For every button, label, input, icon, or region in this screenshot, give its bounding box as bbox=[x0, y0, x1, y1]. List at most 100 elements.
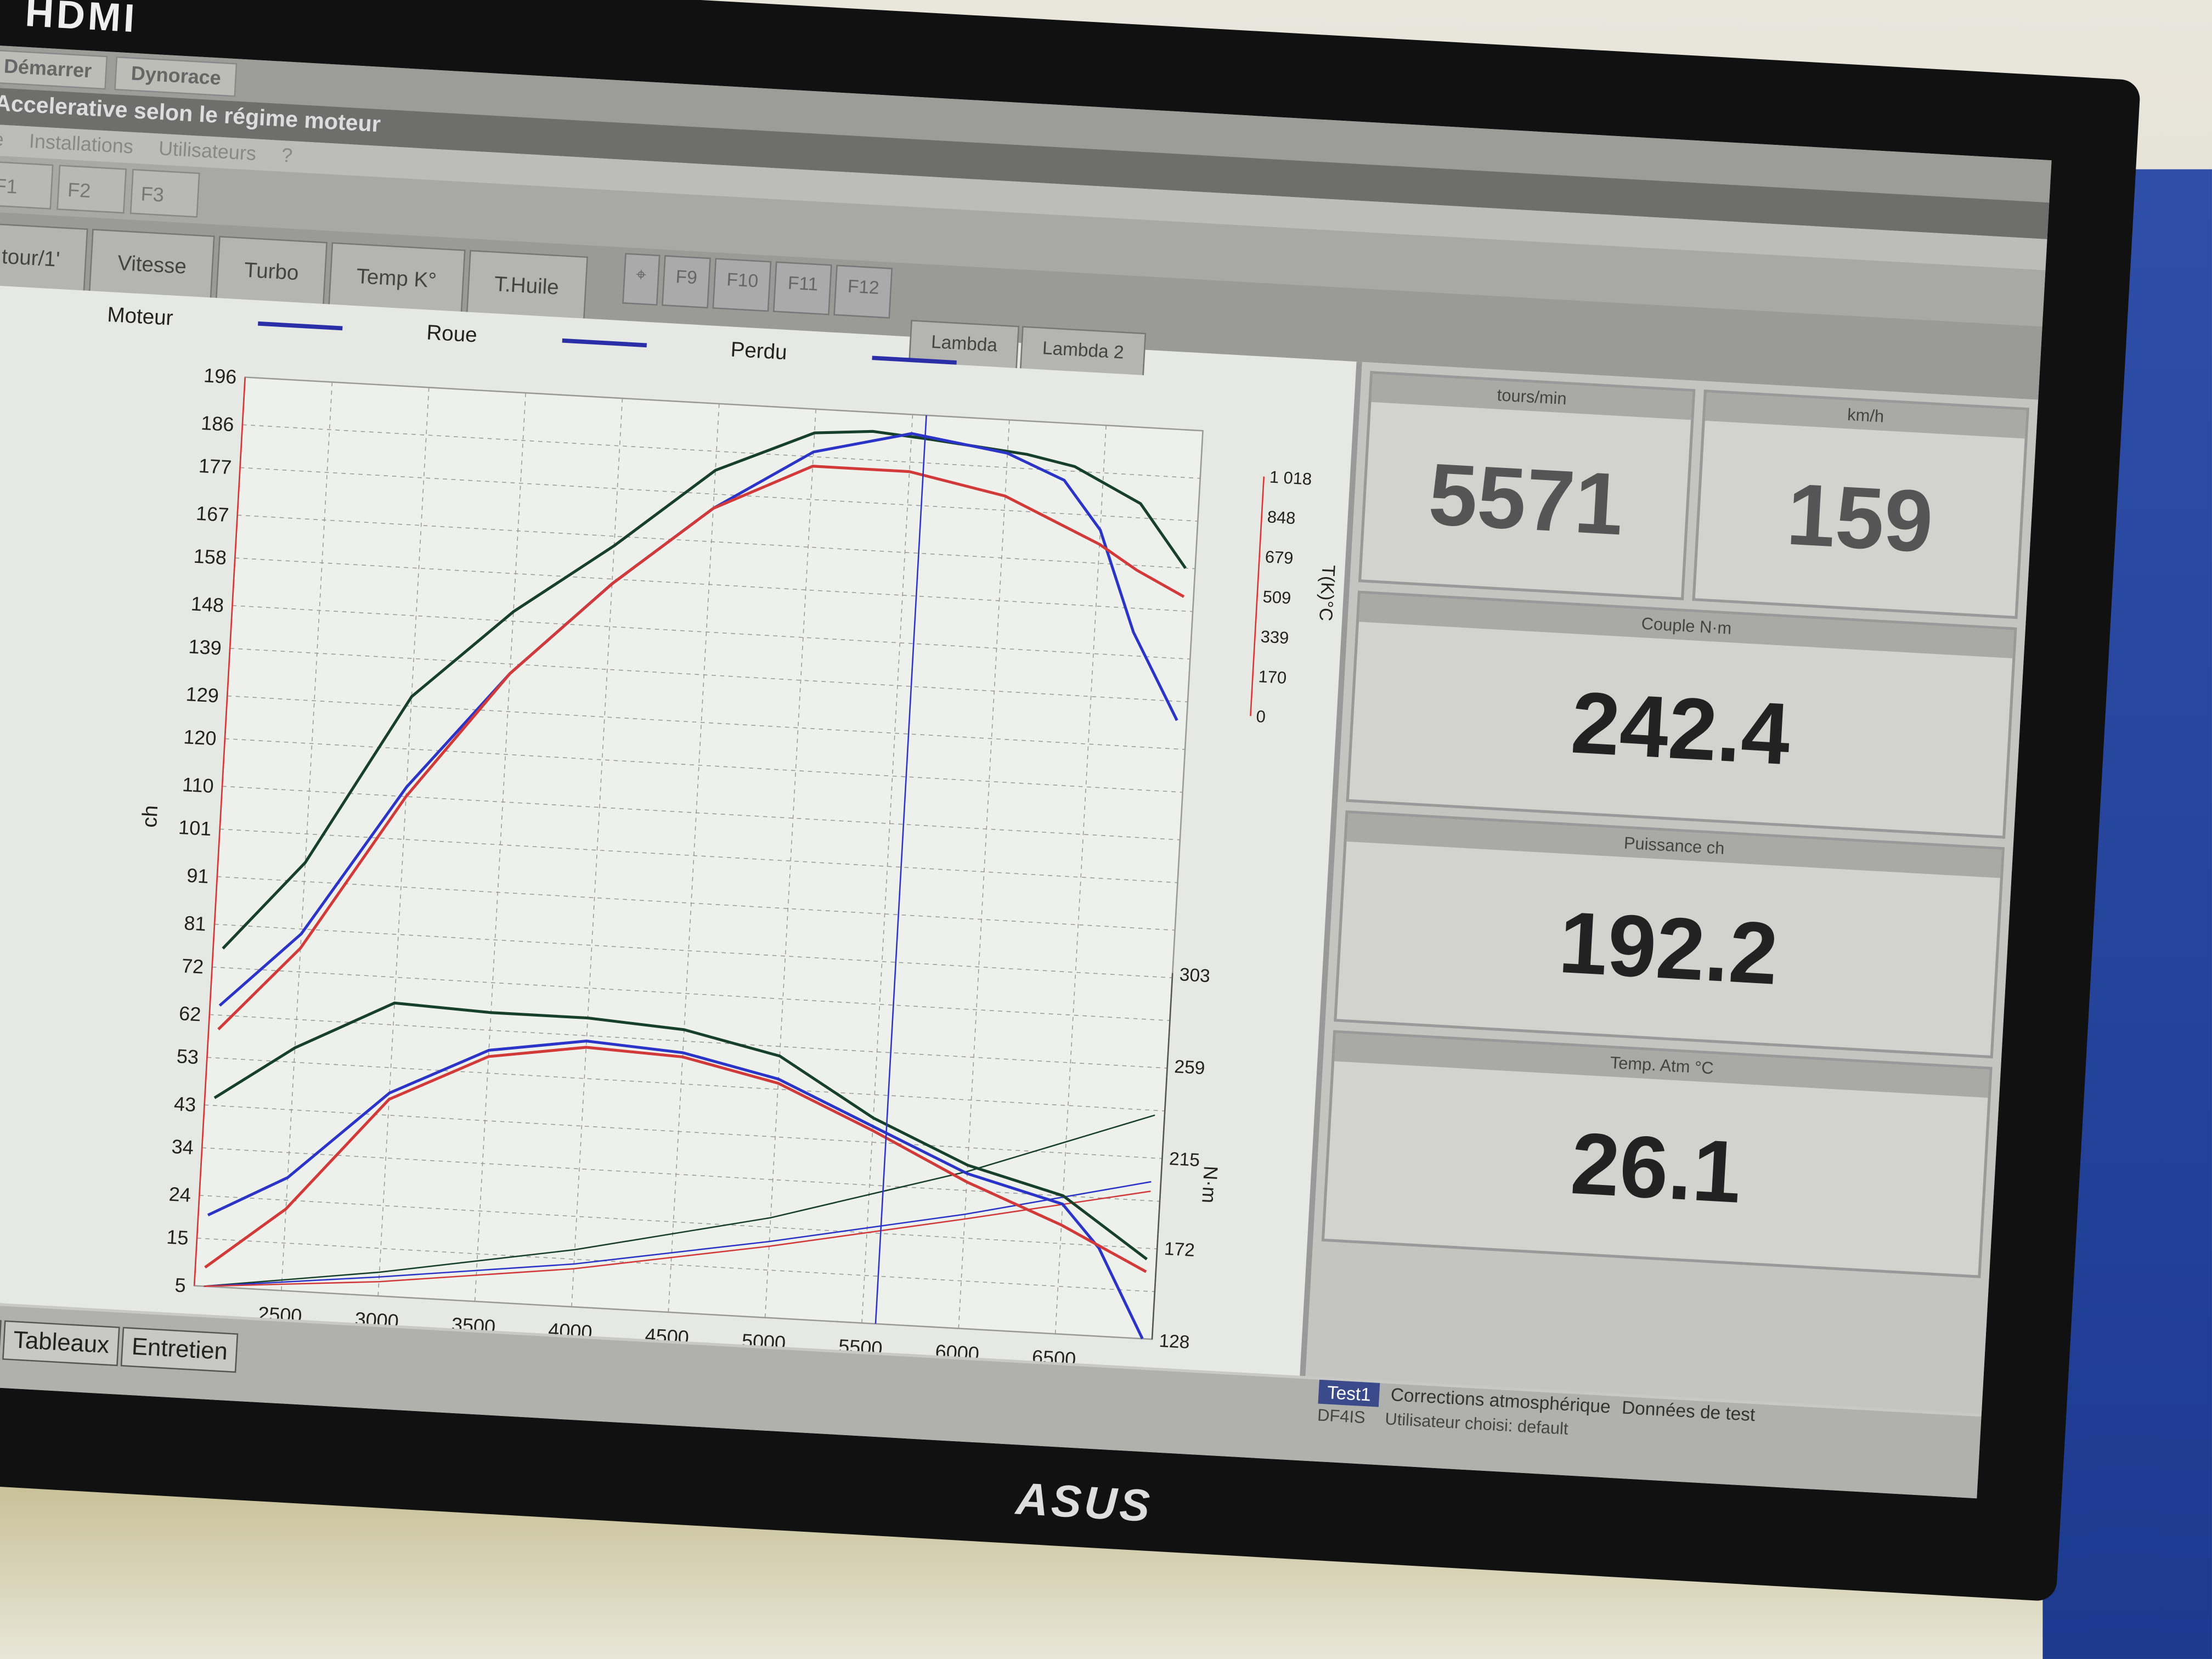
y-tick-label: 34 bbox=[171, 1135, 194, 1159]
y-tick-label: 110 bbox=[182, 773, 215, 797]
tab-tour[interactable]: tour/1' bbox=[0, 222, 89, 291]
y2-tick-label: 172 bbox=[1164, 1239, 1195, 1261]
tab-huile[interactable]: T.Huile bbox=[466, 250, 588, 319]
y3-tick-label: 0 bbox=[1256, 707, 1266, 726]
menu-help[interactable]: ? bbox=[281, 143, 294, 167]
speed-readout: km/h 159 bbox=[1692, 390, 2029, 619]
gauge-icon[interactable]: ⌖ bbox=[621, 252, 661, 306]
f11-button[interactable]: F11 bbox=[773, 261, 832, 315]
y-axis-label: ch bbox=[138, 805, 162, 828]
gridline-h bbox=[232, 605, 1190, 660]
power-line bbox=[218, 432, 1178, 1007]
y-tick-label: 81 bbox=[183, 911, 206, 935]
y3-axis bbox=[1250, 476, 1265, 716]
tab-graphique[interactable]: phique bbox=[0, 1314, 2, 1360]
gridline-h bbox=[202, 1147, 1160, 1202]
readout-value: 5571 bbox=[1426, 445, 1626, 554]
loss-line bbox=[204, 1114, 1155, 1287]
bottom-tabs: phique Tableaux Entretien bbox=[0, 1314, 239, 1373]
y2-axis bbox=[1151, 973, 1173, 1340]
power-readout: Puissance ch 192.2 bbox=[1334, 810, 2005, 1059]
gridline-h bbox=[199, 1195, 1158, 1250]
gridline-h bbox=[230, 647, 1188, 703]
torque-line bbox=[213, 1001, 1148, 1261]
y3-tick-label: 170 bbox=[1258, 667, 1287, 687]
gridline-h bbox=[194, 1285, 1153, 1340]
y-tick-label: 120 bbox=[183, 725, 217, 749]
status-code: DF4IS bbox=[1317, 1405, 1366, 1427]
gridline-h bbox=[212, 966, 1170, 1022]
power-line bbox=[222, 430, 1187, 950]
y-tick-label: 139 bbox=[188, 635, 222, 659]
y2-tick-label: 259 bbox=[1174, 1057, 1206, 1079]
plot-area bbox=[193, 376, 1204, 1340]
torque-readout: Couple N·m 242.4 bbox=[1346, 590, 2017, 839]
readout-value: 242.4 bbox=[1568, 674, 1793, 784]
gridline-h bbox=[237, 515, 1195, 569]
y-tick-label: 62 bbox=[178, 1002, 201, 1025]
tab-temp[interactable]: Temp K° bbox=[328, 242, 465, 312]
temp-readout: Temp. Atm °C 26.1 bbox=[1321, 1030, 1993, 1278]
y-tick-label: 24 bbox=[168, 1183, 191, 1206]
gridline-h bbox=[224, 738, 1183, 793]
y-tick-label: 91 bbox=[186, 864, 209, 888]
tab-tableaux[interactable]: Tableaux bbox=[2, 1320, 120, 1367]
main-area: Lambda Lambda 2 Moteur Roue Perdu 196 186… bbox=[0, 284, 2039, 1414]
gridline-h bbox=[219, 828, 1178, 883]
asus-logo: ASUS bbox=[1014, 1472, 1154, 1532]
loss-line bbox=[204, 1190, 1151, 1287]
menu-utilisateurs[interactable]: Utilisateurs bbox=[158, 136, 257, 165]
y-tick-label: 186 bbox=[200, 411, 234, 436]
tab-vitesse[interactable]: Vitesse bbox=[89, 229, 216, 298]
gridline-h bbox=[217, 876, 1175, 931]
tab-donnees[interactable]: Données de test bbox=[1621, 1396, 1756, 1425]
f2-button[interactable]: F2 bbox=[57, 165, 127, 214]
y-tick-label: 15 bbox=[166, 1226, 189, 1249]
torque-line bbox=[207, 1039, 1144, 1340]
rpm-readout: tours/min 5571 bbox=[1358, 371, 1696, 601]
dynorace-task-button[interactable]: Dynorace bbox=[114, 56, 238, 97]
tab-turbo[interactable]: Turbo bbox=[216, 235, 328, 304]
hdmi-label: HDMI bbox=[24, 0, 139, 41]
y2-tick-label: 128 bbox=[1159, 1331, 1190, 1353]
f9-button[interactable]: F9 bbox=[661, 255, 711, 309]
y-tick-label: 43 bbox=[173, 1092, 196, 1116]
gridline-h bbox=[207, 1057, 1165, 1111]
monitor: HDMI ASUS Démarrer Dynorace Accelerative… bbox=[0, 0, 2141, 1602]
y-axis bbox=[193, 377, 246, 1286]
f1-button[interactable]: F1 bbox=[0, 160, 54, 210]
power-line bbox=[217, 465, 1185, 1031]
y-tick-label: 148 bbox=[190, 592, 224, 616]
y-tick-label: 72 bbox=[181, 954, 204, 978]
y3-tick-label: 679 bbox=[1265, 547, 1294, 568]
y-tick-label: 53 bbox=[176, 1045, 199, 1068]
f10-button[interactable]: F10 bbox=[712, 258, 772, 312]
gridline-h bbox=[235, 557, 1193, 612]
readout-value: 192.2 bbox=[1556, 894, 1781, 1003]
gridline-h bbox=[196, 1238, 1155, 1293]
y3-tick-label: 848 bbox=[1267, 507, 1296, 528]
y-tick-label: 167 bbox=[195, 502, 229, 526]
menu-item[interactable]: e bbox=[0, 127, 5, 151]
loss-line bbox=[204, 1181, 1152, 1287]
gridline-h bbox=[204, 1104, 1163, 1159]
y3-axis-label: T(K)°C bbox=[1315, 565, 1339, 622]
tab-entretien[interactable]: Entretien bbox=[121, 1327, 239, 1373]
screen: Démarrer Dynorace Accelerative selon le … bbox=[0, 44, 2052, 1499]
y3-tick-label: 1 018 bbox=[1269, 467, 1312, 489]
chart-pane: Lambda Lambda 2 Moteur Roue Perdu 196 186… bbox=[0, 284, 1362, 1376]
gridline-h bbox=[222, 786, 1180, 840]
gridline-h bbox=[214, 923, 1172, 979]
y3-tick-label: 339 bbox=[1260, 627, 1289, 648]
readout-value: 159 bbox=[1784, 465, 1936, 571]
gridline-h bbox=[245, 376, 1203, 431]
start-button[interactable]: Démarrer bbox=[0, 49, 108, 90]
dyno-chart: 196 186 177 167 158 148 139 129 120 110 101 91 81 72 6… bbox=[138, 364, 1339, 1375]
f3-button[interactable]: F3 bbox=[129, 168, 200, 218]
menu-installations[interactable]: Installations bbox=[28, 129, 134, 158]
y-tick-label: 129 bbox=[185, 682, 219, 707]
tab-test1[interactable]: Test1 bbox=[1318, 1379, 1380, 1407]
f12-button[interactable]: F12 bbox=[833, 264, 893, 319]
y2-tick-label: 215 bbox=[1169, 1149, 1200, 1171]
readout-panel: tours/min 5571 km/h 159 Couple N·m 242.4 Pu… bbox=[1305, 362, 2039, 1414]
